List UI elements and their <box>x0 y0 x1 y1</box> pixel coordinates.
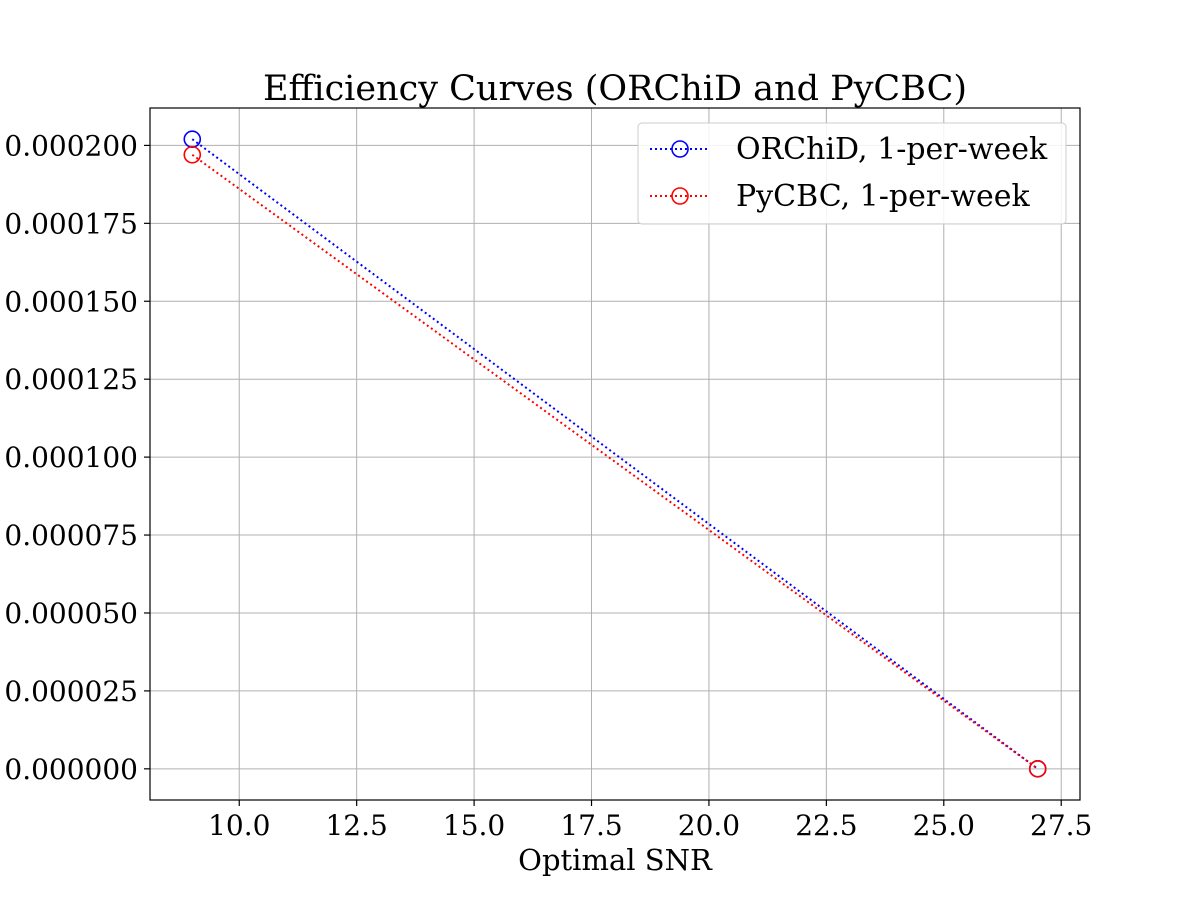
x-tick-label: 22.5 <box>795 809 857 842</box>
x-tick-label: 10.0 <box>208 809 270 842</box>
x-tick-label: 25.0 <box>913 809 975 842</box>
x-axis-label: Optimal SNR <box>518 843 713 877</box>
legend-items: ORChiD, 1-per-week PyCBC, 1-per-week <box>650 132 1048 214</box>
y-tick-label: 0.000025 <box>4 675 138 708</box>
legend-label-1: ORChiD, 1-per-week <box>736 132 1048 167</box>
y-tick-label: 0.000200 <box>4 129 138 162</box>
y-tick-label: 0.000100 <box>4 441 138 474</box>
series-line-1 <box>191 138 1039 770</box>
chart-title: Efficiency Curves (ORChiD and PyCBC) <box>263 69 967 109</box>
y-tick-label: 0.000150 <box>4 285 138 318</box>
x-tick-label: 27.5 <box>1030 809 1092 842</box>
legend: ORChiD, 1-per-week PyCBC, 1-per-week <box>637 122 1067 225</box>
legend-box <box>637 122 1067 225</box>
y-tick-label: 0.000125 <box>4 363 138 396</box>
y-tick-label: 0.000000 <box>4 753 138 786</box>
x-tick-label: 15.0 <box>443 809 505 842</box>
x-tick-label: 12.5 <box>325 809 387 842</box>
axis-ticks: 10.0 12.5 15.0 17.5 20.0 22.5 25.0 27.5 0.000000… <box>4 129 1092 842</box>
y-tick-label: 0.000175 <box>4 207 138 240</box>
plot-frame <box>149 107 1081 801</box>
legend-marker-2 <box>671 187 689 205</box>
y-tick-label: 0.000050 <box>4 597 138 630</box>
x-tick-label: 17.5 <box>560 809 622 842</box>
series-point-2 <box>183 145 202 164</box>
series-group <box>183 130 1047 778</box>
x-tick-label: 20.0 <box>678 809 740 842</box>
series-point-2 <box>1028 760 1047 778</box>
y-tick-label: 0.000075 <box>4 519 138 552</box>
legend-marker-1 <box>671 140 689 158</box>
series-line-2 <box>191 153 1039 770</box>
legend-label-2: PyCBC, 1-per-week <box>736 179 1030 214</box>
